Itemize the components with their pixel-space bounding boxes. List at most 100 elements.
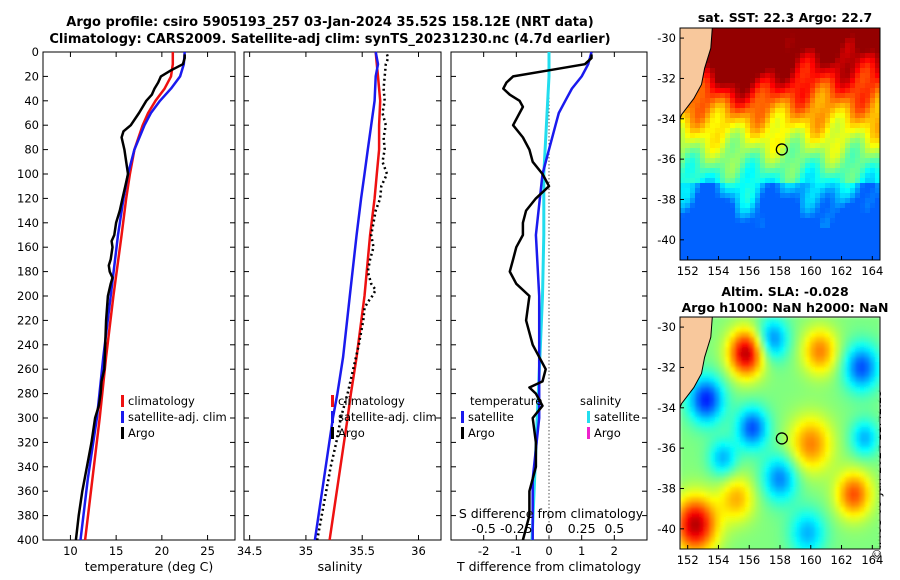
sla-map-cell bbox=[715, 337, 721, 343]
sst-map-cell bbox=[765, 123, 771, 129]
sla-map-cell bbox=[835, 317, 841, 323]
sst-map-cell bbox=[745, 253, 751, 259]
sst-map-cell bbox=[855, 253, 861, 259]
sla-map-cell bbox=[760, 522, 766, 528]
sst-map-cell bbox=[755, 128, 761, 134]
sla-map-cell bbox=[690, 522, 696, 528]
sst-map-cell bbox=[795, 218, 801, 224]
sla-map-cell bbox=[710, 447, 716, 453]
sst-map-cell bbox=[815, 118, 821, 124]
sla-map-cell bbox=[860, 467, 866, 473]
sla-map-cell bbox=[735, 512, 741, 518]
sst-map-cell bbox=[740, 118, 746, 124]
sla-map-cell bbox=[705, 422, 711, 428]
sla-map-cell bbox=[860, 547, 866, 549]
sst-map-cell bbox=[835, 183, 841, 189]
sla-map-cell bbox=[810, 427, 816, 433]
sla-map-cell bbox=[760, 347, 766, 353]
sla-map-cell bbox=[730, 472, 736, 478]
sla-map-cell bbox=[760, 402, 766, 408]
sla-map-cell bbox=[765, 357, 771, 363]
sla-map-cell bbox=[785, 522, 791, 528]
sst-map-cell bbox=[825, 258, 831, 260]
sla-map-cell bbox=[865, 392, 871, 398]
sla-map-cell bbox=[725, 367, 731, 373]
sla-map-cell bbox=[730, 427, 736, 433]
sla-map-cell bbox=[845, 332, 851, 338]
sla-map-cell bbox=[865, 517, 871, 523]
sla-map-cell bbox=[720, 412, 726, 418]
sst-map-cell bbox=[800, 193, 806, 199]
sla-map-cell bbox=[815, 402, 821, 408]
sst-map-cell bbox=[750, 233, 756, 239]
sst-map-cell bbox=[705, 78, 711, 84]
sst-map-cell bbox=[770, 208, 776, 214]
sla-map-cell bbox=[860, 472, 866, 478]
salinity-legend-label-2: Argo bbox=[338, 426, 365, 440]
sla-map-cell bbox=[755, 457, 761, 463]
sla-map-cell bbox=[815, 382, 821, 388]
sst-map-cell bbox=[800, 98, 806, 104]
sla-map-cell bbox=[765, 352, 771, 358]
sst-map-cell bbox=[720, 43, 726, 49]
sst-map-cell bbox=[860, 133, 866, 139]
sla-map-cell bbox=[845, 492, 851, 498]
sst-map-cell bbox=[745, 223, 751, 229]
sla-map-cell bbox=[765, 397, 771, 403]
sst-map-cell bbox=[720, 113, 726, 119]
sla-map-cell bbox=[690, 392, 696, 398]
sla-map-cell bbox=[820, 492, 826, 498]
sla-map-cell bbox=[845, 452, 851, 458]
sst-map-cell bbox=[770, 243, 776, 249]
sst-map-cell bbox=[870, 73, 876, 79]
sla-map-cell bbox=[710, 392, 716, 398]
sst-map-cell bbox=[810, 198, 816, 204]
sla-map-cell bbox=[865, 527, 871, 533]
sst-map-cell bbox=[680, 253, 686, 259]
sst-map-cell bbox=[795, 78, 801, 84]
sst-map-cell bbox=[875, 193, 880, 199]
sst-map-cell bbox=[710, 108, 716, 114]
sst-map-cell bbox=[845, 133, 851, 139]
sla-map-cell bbox=[795, 407, 801, 413]
sla-map-cell bbox=[710, 547, 716, 549]
sla-map-cell bbox=[755, 367, 761, 373]
sla-map-cell bbox=[865, 422, 871, 428]
sla-map-cell bbox=[865, 397, 871, 403]
sla-map-cell bbox=[750, 452, 756, 458]
sst-map-cell bbox=[875, 143, 880, 149]
sst-map-cell bbox=[715, 118, 721, 124]
sla-map-cell bbox=[715, 367, 721, 373]
sla-map-cell bbox=[865, 507, 871, 513]
sst-map-cell bbox=[685, 108, 691, 114]
sst-map-cell bbox=[720, 133, 726, 139]
sst-map-cell bbox=[860, 183, 866, 189]
sla-map-cell bbox=[785, 322, 791, 328]
sla-map-cell bbox=[720, 402, 726, 408]
sla-map-cell bbox=[845, 527, 851, 533]
sst-map-cell bbox=[850, 73, 856, 79]
sst-map-cell bbox=[705, 83, 711, 89]
sla-map-cell bbox=[805, 487, 811, 493]
sla-map-cell bbox=[810, 457, 816, 463]
sla-map-cell bbox=[835, 337, 841, 343]
sst-map-cell bbox=[690, 178, 696, 184]
sla-map-cell bbox=[765, 372, 771, 378]
sst-map-cell bbox=[780, 158, 786, 164]
sst-map-cell bbox=[855, 183, 861, 189]
sst-map-cell bbox=[710, 168, 716, 174]
sst-map-cell bbox=[795, 168, 801, 174]
sst-map-cell bbox=[870, 138, 876, 144]
sla-map-cell bbox=[840, 462, 846, 468]
sst-map-cell bbox=[695, 163, 701, 169]
sst-map-cell bbox=[705, 93, 711, 99]
sst-map-cell bbox=[700, 253, 706, 259]
sla-map-cell bbox=[745, 497, 751, 503]
sla-map-cell bbox=[835, 542, 841, 548]
sla-map-cell bbox=[770, 492, 776, 498]
sst-map-cell bbox=[815, 133, 821, 139]
sla-map-cell bbox=[785, 472, 791, 478]
sst-map-cell bbox=[865, 133, 871, 139]
sst-map-cell bbox=[770, 133, 776, 139]
sla-map-cell bbox=[695, 522, 701, 528]
